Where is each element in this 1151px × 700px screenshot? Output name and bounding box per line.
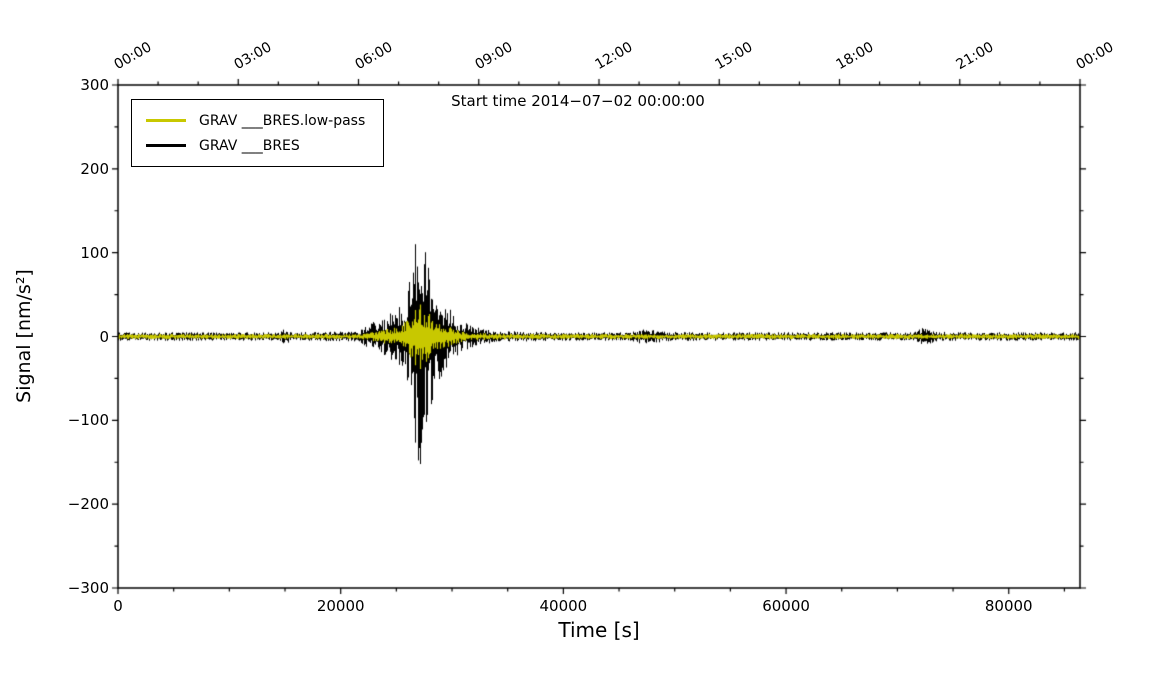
legend-label-lowpass: GRAV ___BRES.low-pass — [199, 112, 366, 129]
legend: GRAV ___BRES.low-pass GRAV ___BRES — [131, 99, 385, 167]
start-time-annotation: Start time 2014−07−02 00:00:00 — [451, 92, 705, 110]
legend-swatch-lowpass — [146, 119, 186, 122]
legend-label-raw: GRAV ___BRES — [199, 137, 300, 154]
legend-row: GRAV ___BRES — [146, 133, 365, 158]
y-axis-title: Signal [nm/s²] — [13, 269, 35, 403]
legend-row: GRAV ___BRES.low-pass — [146, 108, 365, 133]
legend-swatch-raw — [146, 144, 186, 147]
x-axis-title: Time [s] — [558, 618, 640, 642]
